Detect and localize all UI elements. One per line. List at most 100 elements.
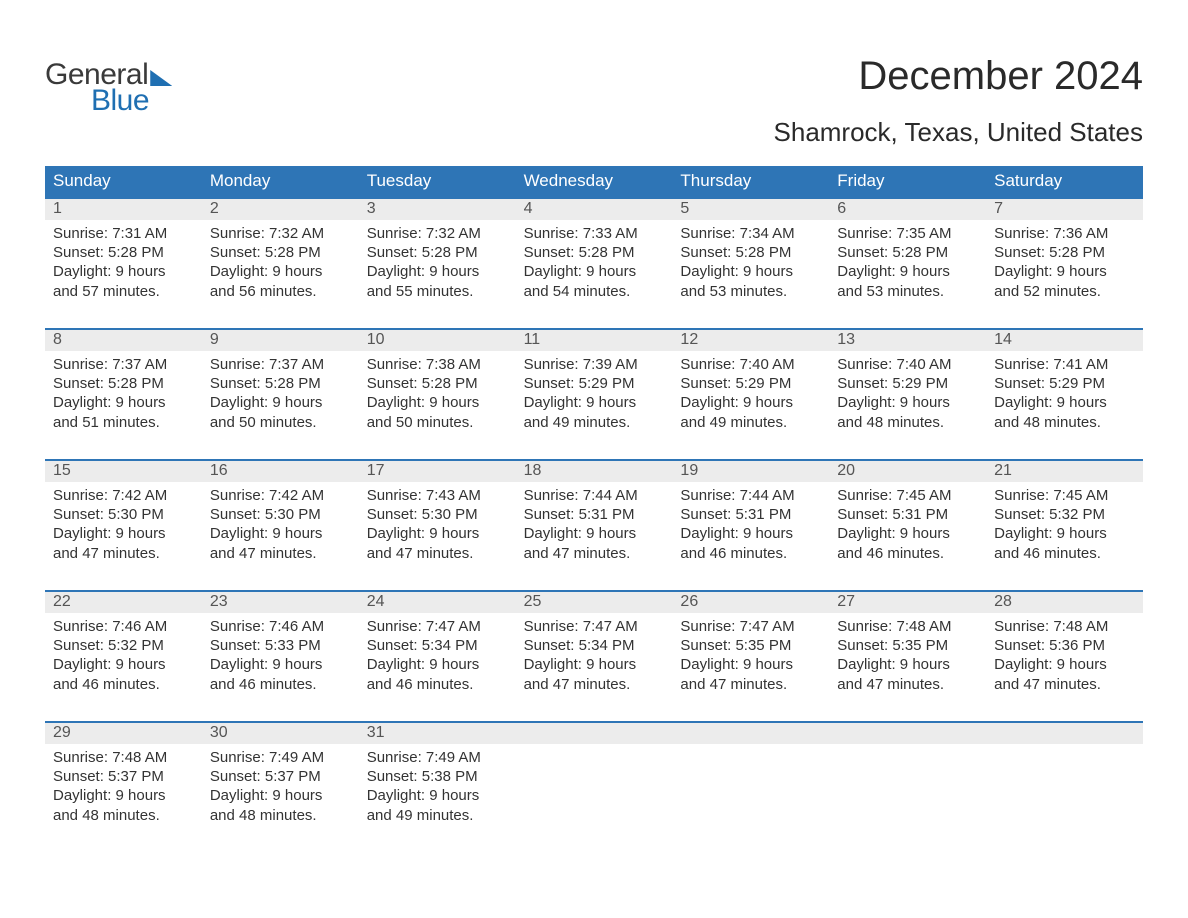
sunset-text: Sunset: 5:34 PM [367, 636, 508, 655]
daylight-text: and 51 minutes. [53, 413, 194, 432]
day-header-row: Sunday Monday Tuesday Wednesday Thursday… [45, 166, 1143, 197]
day-number: 26 [672, 592, 829, 613]
daylight-text: Daylight: 9 hours [210, 524, 351, 543]
calendar-cell: Sunrise: 7:45 AMSunset: 5:32 PMDaylight:… [986, 482, 1143, 590]
day-number: 27 [829, 592, 986, 613]
sunset-text: Sunset: 5:29 PM [837, 374, 978, 393]
month-title: December 2024 [774, 54, 1143, 99]
daylight-text: and 46 minutes. [837, 544, 978, 563]
sunrise-text: Sunrise: 7:40 AM [837, 355, 978, 374]
sunset-text: Sunset: 5:37 PM [210, 767, 351, 786]
sunrise-text: Sunrise: 7:45 AM [994, 486, 1135, 505]
calendar-cell: Sunrise: 7:37 AMSunset: 5:28 PMDaylight:… [202, 351, 359, 459]
day-number-row: 15161718192021 [45, 461, 1143, 482]
daylight-text: Daylight: 9 hours [524, 524, 665, 543]
calendar-cell: Sunrise: 7:37 AMSunset: 5:28 PMDaylight:… [45, 351, 202, 459]
sunset-text: Sunset: 5:35 PM [837, 636, 978, 655]
sunrise-text: Sunrise: 7:48 AM [994, 617, 1135, 636]
calendar-cell [986, 744, 1143, 852]
calendar-cell: Sunrise: 7:42 AMSunset: 5:30 PMDaylight:… [45, 482, 202, 590]
sunrise-text: Sunrise: 7:46 AM [210, 617, 351, 636]
sunrise-text: Sunrise: 7:32 AM [210, 224, 351, 243]
sunrise-text: Sunrise: 7:45 AM [837, 486, 978, 505]
sunset-text: Sunset: 5:28 PM [994, 243, 1135, 262]
day-header: Tuesday [359, 166, 516, 197]
daylight-text: Daylight: 9 hours [994, 655, 1135, 674]
sunset-text: Sunset: 5:28 PM [680, 243, 821, 262]
daylight-text: and 48 minutes. [994, 413, 1135, 432]
sunset-text: Sunset: 5:32 PM [53, 636, 194, 655]
daylight-text: Daylight: 9 hours [524, 655, 665, 674]
location: Shamrock, Texas, United States [774, 117, 1143, 148]
daylight-text: Daylight: 9 hours [680, 655, 821, 674]
sunrise-text: Sunrise: 7:46 AM [53, 617, 194, 636]
calendar-cell: Sunrise: 7:35 AMSunset: 5:28 PMDaylight:… [829, 220, 986, 328]
sunset-text: Sunset: 5:36 PM [994, 636, 1135, 655]
sunset-text: Sunset: 5:35 PM [680, 636, 821, 655]
day-header: Monday [202, 166, 359, 197]
sunrise-text: Sunrise: 7:42 AM [53, 486, 194, 505]
calendar-cell: Sunrise: 7:42 AMSunset: 5:30 PMDaylight:… [202, 482, 359, 590]
daylight-text: and 48 minutes. [210, 806, 351, 825]
day-number [829, 723, 986, 744]
daylight-text: Daylight: 9 hours [53, 786, 194, 805]
daylight-text: Daylight: 9 hours [837, 393, 978, 412]
sunrise-text: Sunrise: 7:41 AM [994, 355, 1135, 374]
calendar-cell: Sunrise: 7:49 AMSunset: 5:38 PMDaylight:… [359, 744, 516, 852]
daylight-text: and 47 minutes. [680, 675, 821, 694]
sunrise-text: Sunrise: 7:47 AM [367, 617, 508, 636]
calendar-cell: Sunrise: 7:34 AMSunset: 5:28 PMDaylight:… [672, 220, 829, 328]
day-header: Wednesday [516, 166, 673, 197]
sunset-text: Sunset: 5:28 PM [53, 374, 194, 393]
calendar-cell: Sunrise: 7:47 AMSunset: 5:35 PMDaylight:… [672, 613, 829, 721]
sunrise-text: Sunrise: 7:32 AM [367, 224, 508, 243]
daylight-text: and 54 minutes. [524, 282, 665, 301]
sunrise-text: Sunrise: 7:39 AM [524, 355, 665, 374]
daylight-text: Daylight: 9 hours [367, 786, 508, 805]
sunset-text: Sunset: 5:29 PM [680, 374, 821, 393]
daylight-text: Daylight: 9 hours [680, 262, 821, 281]
daylight-text: Daylight: 9 hours [680, 393, 821, 412]
day-number: 8 [45, 330, 202, 351]
daylight-text: and 52 minutes. [994, 282, 1135, 301]
calendar-cell: Sunrise: 7:31 AMSunset: 5:28 PMDaylight:… [45, 220, 202, 328]
daylight-text: and 47 minutes. [524, 675, 665, 694]
sunset-text: Sunset: 5:34 PM [524, 636, 665, 655]
sunrise-text: Sunrise: 7:40 AM [680, 355, 821, 374]
day-number: 16 [202, 461, 359, 482]
calendar-cell: Sunrise: 7:40 AMSunset: 5:29 PMDaylight:… [672, 351, 829, 459]
day-number [986, 723, 1143, 744]
day-number: 25 [516, 592, 673, 613]
sunrise-text: Sunrise: 7:37 AM [210, 355, 351, 374]
calendar-cell: Sunrise: 7:33 AMSunset: 5:28 PMDaylight:… [516, 220, 673, 328]
day-number: 13 [829, 330, 986, 351]
sunrise-text: Sunrise: 7:35 AM [837, 224, 978, 243]
calendar-cell [829, 744, 986, 852]
daylight-text: Daylight: 9 hours [994, 262, 1135, 281]
daylight-text: and 53 minutes. [837, 282, 978, 301]
calendar-cell: Sunrise: 7:43 AMSunset: 5:30 PMDaylight:… [359, 482, 516, 590]
sunset-text: Sunset: 5:38 PM [367, 767, 508, 786]
daylight-text: and 57 minutes. [53, 282, 194, 301]
day-number: 22 [45, 592, 202, 613]
daylight-text: and 53 minutes. [680, 282, 821, 301]
daylight-text: and 56 minutes. [210, 282, 351, 301]
sunrise-text: Sunrise: 7:49 AM [210, 748, 351, 767]
sunset-text: Sunset: 5:28 PM [367, 374, 508, 393]
day-number: 4 [516, 199, 673, 220]
calendar-week: 15161718192021Sunrise: 7:42 AMSunset: 5:… [45, 459, 1143, 590]
day-number [516, 723, 673, 744]
calendar-cell: Sunrise: 7:36 AMSunset: 5:28 PMDaylight:… [986, 220, 1143, 328]
day-header: Friday [829, 166, 986, 197]
sunset-text: Sunset: 5:28 PM [367, 243, 508, 262]
daylight-text: Daylight: 9 hours [367, 524, 508, 543]
daylight-text: Daylight: 9 hours [210, 393, 351, 412]
daylight-text: and 47 minutes. [524, 544, 665, 563]
brand-blue: Blue [91, 86, 172, 116]
sunrise-text: Sunrise: 7:47 AM [524, 617, 665, 636]
calendar-cell: Sunrise: 7:44 AMSunset: 5:31 PMDaylight:… [672, 482, 829, 590]
calendar-cell [672, 744, 829, 852]
day-number: 24 [359, 592, 516, 613]
daylight-text: and 48 minutes. [53, 806, 194, 825]
day-number: 1 [45, 199, 202, 220]
